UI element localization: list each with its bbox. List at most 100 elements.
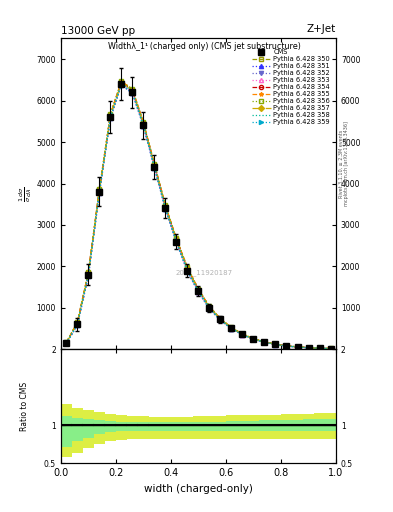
Pythia 6.428 352 (152, 165, 157, 171)
Y-axis label: $\frac{1}{\sigma}\frac{d\sigma}{d\lambda}$: $\frac{1}{\sigma}\frac{d\sigma}{d\lambda… (17, 186, 34, 202)
Pythia 6.428 350 (262, 339, 267, 345)
Pythia 6.428 354 (130, 87, 135, 93)
Pythia 6.428 356 (86, 268, 91, 274)
Line: Pythia 6.428 355: Pythia 6.428 355 (64, 79, 332, 351)
Pythia 6.428 359 (273, 342, 278, 348)
Pythia 6.428 351 (174, 239, 179, 245)
Pythia 6.428 353 (196, 289, 201, 295)
Pythia 6.428 357 (196, 288, 201, 294)
Pythia 6.428 353 (185, 267, 190, 273)
Pythia 6.428 357 (295, 344, 300, 350)
Pythia 6.428 355 (97, 186, 102, 192)
Pythia 6.428 355 (240, 331, 245, 337)
Pythia 6.428 358 (229, 325, 234, 331)
Pythia 6.428 351 (207, 306, 212, 312)
Pythia 6.428 350 (295, 344, 300, 350)
Pythia 6.428 358 (152, 163, 157, 169)
Pythia 6.428 356 (273, 341, 278, 347)
Pythia 6.428 353 (108, 114, 113, 120)
Pythia 6.428 352 (108, 115, 113, 121)
Pythia 6.428 356 (130, 86, 135, 92)
Pythia 6.428 353 (306, 345, 311, 351)
Line: Pythia 6.428 357: Pythia 6.428 357 (64, 81, 332, 351)
Pythia 6.428 351 (163, 206, 168, 212)
Pythia 6.428 355 (207, 304, 212, 310)
Pythia 6.428 352 (317, 345, 322, 351)
Pythia 6.428 350 (108, 112, 113, 118)
Pythia 6.428 358 (64, 340, 69, 346)
Pythia 6.428 350 (306, 345, 311, 351)
Pythia 6.428 351 (284, 343, 289, 349)
Pythia 6.428 358 (295, 344, 300, 350)
Pythia 6.428 358 (108, 113, 113, 119)
Pythia 6.428 351 (306, 345, 311, 351)
Pythia 6.428 351 (86, 272, 91, 279)
Pythia 6.428 354 (119, 78, 124, 84)
Pythia 6.428 353 (295, 344, 300, 350)
Pythia 6.428 354 (240, 331, 245, 337)
Pythia 6.428 358 (196, 288, 201, 294)
Pythia 6.428 351 (185, 268, 190, 274)
Pythia 6.428 351 (251, 336, 256, 343)
Pythia 6.428 355 (196, 286, 201, 292)
Pythia 6.428 351 (240, 332, 245, 338)
Pythia 6.428 359 (152, 164, 157, 170)
Pythia 6.428 350 (328, 346, 333, 352)
Pythia 6.428 356 (229, 324, 234, 330)
Pythia 6.428 351 (152, 165, 157, 171)
Pythia 6.428 356 (251, 335, 256, 342)
Pythia 6.428 359 (240, 332, 245, 338)
Pythia 6.428 359 (97, 189, 102, 196)
Pythia 6.428 359 (75, 322, 80, 328)
Pythia 6.428 355 (273, 341, 278, 347)
Pythia 6.428 353 (251, 336, 256, 342)
Pythia 6.428 350 (273, 341, 278, 347)
Pythia 6.428 350 (207, 304, 212, 310)
Pythia 6.428 356 (295, 344, 300, 350)
Pythia 6.428 358 (328, 346, 333, 352)
Pythia 6.428 359 (119, 81, 124, 88)
Pythia 6.428 353 (207, 305, 212, 311)
Pythia 6.428 357 (251, 336, 256, 342)
Pythia 6.428 350 (240, 331, 245, 337)
Pythia 6.428 353 (240, 331, 245, 337)
Pythia 6.428 357 (185, 266, 190, 272)
Pythia 6.428 359 (174, 239, 179, 245)
Pythia 6.428 354 (141, 120, 146, 126)
Y-axis label: Ratio to CMS: Ratio to CMS (20, 382, 29, 431)
Pythia 6.428 355 (328, 346, 333, 352)
Pythia 6.428 359 (207, 306, 212, 312)
Pythia 6.428 351 (262, 339, 267, 346)
Pythia 6.428 352 (196, 289, 201, 295)
Pythia 6.428 353 (229, 326, 234, 332)
Pythia 6.428 357 (317, 345, 322, 351)
Pythia 6.428 356 (108, 111, 113, 117)
Pythia 6.428 358 (141, 121, 146, 127)
Line: Pythia 6.428 351: Pythia 6.428 351 (64, 83, 332, 351)
Pythia 6.428 358 (240, 331, 245, 337)
Pythia 6.428 354 (317, 345, 322, 351)
Pythia 6.428 356 (284, 343, 289, 349)
Pythia 6.428 352 (306, 345, 311, 351)
Pythia 6.428 352 (284, 343, 289, 349)
Pythia 6.428 352 (207, 306, 212, 312)
Pythia 6.428 356 (262, 339, 267, 345)
Pythia 6.428 356 (218, 315, 223, 322)
Pythia 6.428 354 (328, 346, 333, 352)
Pythia 6.428 357 (163, 204, 168, 210)
Pythia 6.428 353 (284, 343, 289, 349)
Pythia 6.428 354 (97, 186, 102, 193)
Pythia 6.428 357 (284, 343, 289, 349)
Pythia 6.428 350 (196, 287, 201, 293)
Pythia 6.428 352 (163, 206, 168, 212)
Pythia 6.428 352 (86, 273, 91, 279)
Pythia 6.428 358 (284, 343, 289, 349)
Pythia 6.428 357 (262, 339, 267, 345)
Pythia 6.428 350 (141, 120, 146, 126)
Pythia 6.428 354 (306, 345, 311, 351)
Pythia 6.428 356 (328, 346, 333, 352)
Pythia 6.428 358 (174, 238, 179, 244)
Pythia 6.428 351 (273, 342, 278, 348)
Pythia 6.428 358 (207, 305, 212, 311)
Pythia 6.428 352 (130, 91, 135, 97)
